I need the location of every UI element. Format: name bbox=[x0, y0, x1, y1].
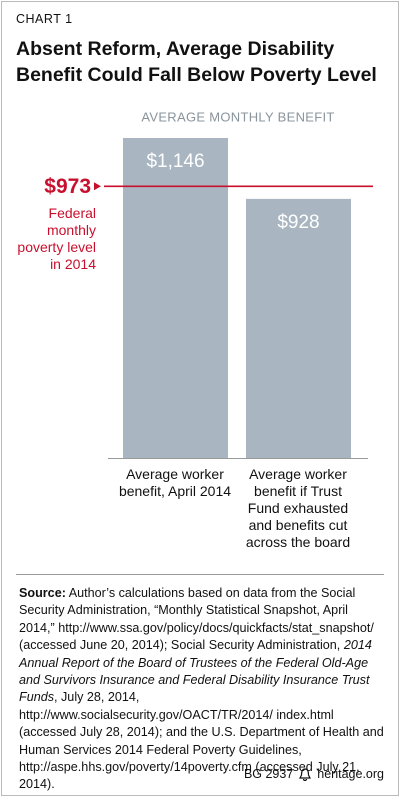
source-label: Source: bbox=[19, 586, 66, 600]
reference-note: Federal monthly poverty level in 2014 bbox=[17, 205, 96, 272]
reference-label: $973 bbox=[44, 175, 91, 198]
bar bbox=[246, 198, 351, 458]
x-tick-label: Average worker benefit if Trust Fund exh… bbox=[245, 466, 351, 550]
bell-icon bbox=[299, 767, 312, 781]
value-label: $1,146 bbox=[146, 151, 204, 172]
x-tick-label: Average worker benefit, April 2014 bbox=[118, 466, 232, 499]
chart-label: CHART 1 bbox=[16, 12, 73, 26]
footer-site: heritage.org bbox=[317, 767, 384, 781]
footer: BG 2937 heritage.org bbox=[244, 767, 384, 781]
footer-id: BG 2937 bbox=[243, 767, 294, 781]
source-text: Author’s calculations based on data from… bbox=[19, 586, 374, 653]
bar bbox=[123, 138, 228, 458]
subtitle: AVERAGE MONTHLY BENEFIT bbox=[141, 109, 334, 124]
reference-arrow bbox=[94, 182, 101, 191]
chart-title: Absent Reform, Average Disability Benefi… bbox=[16, 38, 377, 86]
value-label: $928 bbox=[277, 212, 319, 233]
source-text: 2014 Annual Report of the Board of Trust… bbox=[19, 638, 372, 705]
source: Source: Author’s calculations based on d… bbox=[19, 585, 385, 794]
chart: AVERAGE MONTHLY BENEFIT $1,146 $928 $973 bbox=[44, 109, 373, 459]
divider bbox=[16, 574, 384, 575]
source-text: , July 28, 2014, http://www.socialsecuri… bbox=[19, 690, 384, 792]
